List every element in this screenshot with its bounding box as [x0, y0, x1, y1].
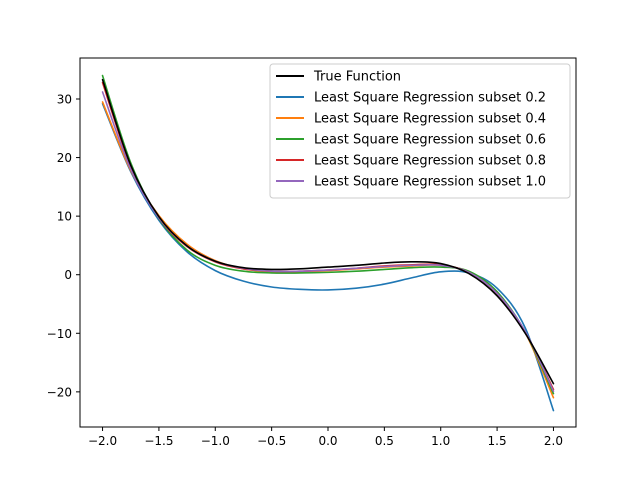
- x-tick-label: 0.0: [318, 434, 337, 448]
- x-tick-label: 2.0: [544, 434, 563, 448]
- y-tick-label: −10: [47, 327, 72, 341]
- series-lines: [101, 74, 555, 412]
- x-tick-label: −1.5: [144, 434, 173, 448]
- legend-label: Least Square Regression subset 0.2: [314, 91, 546, 106]
- series-line-0: [101, 78, 555, 385]
- x-tick-label: 1.5: [488, 434, 507, 448]
- y-tick-label: 30: [57, 93, 72, 107]
- y-tick-label: −20: [47, 385, 72, 399]
- y-axis: −20 −10 0 10 20 30: [47, 93, 80, 399]
- legend: True Function Least Square Regression sub…: [269, 63, 571, 199]
- legend-label: Least Square Regression subset 0.6: [314, 133, 546, 148]
- legend-box: [269, 63, 571, 199]
- y-tick-label: 0: [64, 268, 72, 282]
- x-tick-label: 1.0: [431, 434, 450, 448]
- x-tick-label: −0.5: [257, 434, 286, 448]
- y-tick-label: 10: [57, 210, 72, 224]
- x-tick-label: 0.5: [375, 434, 394, 448]
- legend-label: Least Square Regression subset 1.0: [314, 175, 546, 190]
- x-axis: −2.0 −1.5 −1.0 −0.5 0.0 0.5 1.0 1.5 2.0: [88, 427, 563, 448]
- x-tick-label: −1.0: [201, 434, 230, 448]
- legend-label: True Function: [313, 70, 401, 85]
- y-tick-label: 20: [57, 151, 72, 165]
- x-tick-label: −2.0: [88, 434, 117, 448]
- legend-label: Least Square Regression subset 0.8: [314, 154, 546, 169]
- legend-label: Least Square Regression subset 0.4: [314, 112, 546, 127]
- series-line-3: [101, 74, 555, 395]
